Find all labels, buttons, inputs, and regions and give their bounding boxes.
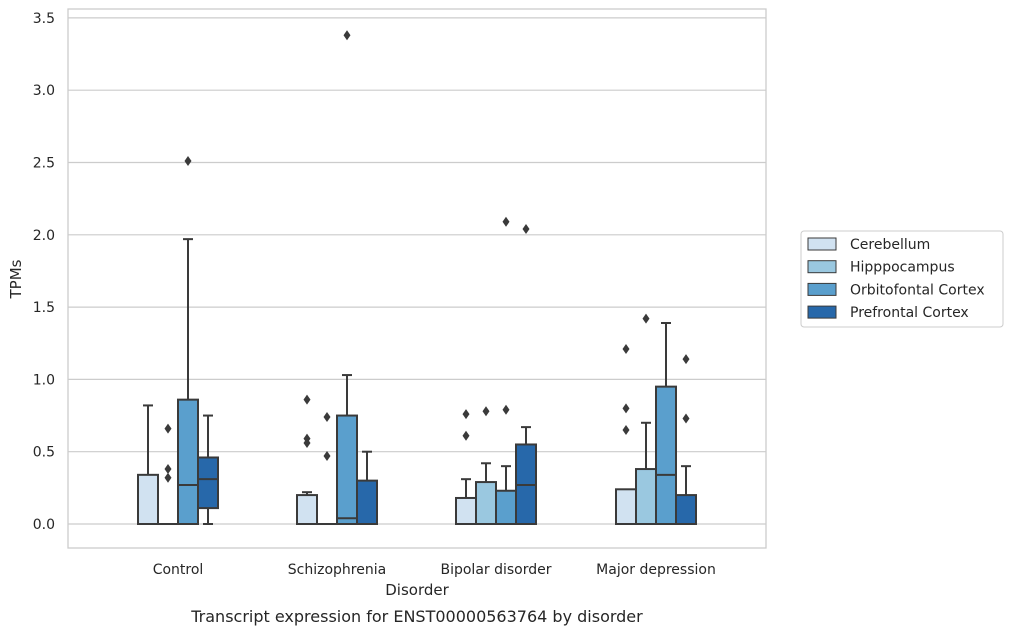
box-hipppocampus (635, 313, 657, 525)
box-cerebellum (615, 344, 637, 525)
box-body (675, 494, 697, 525)
outlier-point (462, 430, 470, 441)
box-body (197, 456, 219, 510)
y-axis-ticks: 0.0 0.5 1.0 1.5 2.0 2.5 3.0 3.5 (33, 11, 55, 533)
outlier-point (682, 413, 690, 424)
y-tick-label: 1.0 (33, 372, 55, 388)
box-body (615, 488, 637, 525)
box-body (137, 473, 159, 525)
legend: Cerebellum Hipppocampus Orbitofontal Corte… (800, 230, 1004, 328)
box-cerebellum (455, 409, 477, 525)
y-tick-label: 2.0 (33, 228, 55, 244)
legend-swatch (807, 260, 837, 274)
y-axis-title: TPMs (7, 259, 25, 299)
outlier-point (522, 224, 530, 235)
outlier-point (323, 451, 331, 462)
legend-label: Orbitofontal Cortex (850, 282, 985, 298)
y-tick-label: 1.5 (33, 300, 55, 316)
box-prefrontal-cortex (197, 414, 219, 525)
outlier-point (164, 423, 172, 434)
box-prefrontal-cortex (515, 224, 537, 525)
y-tick-label: 3.0 (33, 83, 55, 99)
box-body (336, 414, 358, 525)
box-body (296, 494, 318, 525)
x-tick-label: Schizophrenia (288, 562, 386, 578)
outlier-point (164, 464, 172, 475)
outlier-point (343, 30, 351, 41)
outlier-point (323, 411, 331, 422)
box-body (356, 479, 378, 525)
box-body (655, 385, 677, 525)
outlier-point (462, 409, 470, 420)
box-body (495, 489, 517, 526)
outlier-point (164, 472, 172, 483)
outlier-point (184, 156, 192, 167)
x-tick-label: Control (153, 562, 204, 578)
legend-swatch (807, 305, 837, 319)
y-tick-label: 2.5 (33, 156, 55, 172)
outlier-point (502, 216, 510, 227)
box-orbitofontal-cortex (177, 156, 199, 526)
x-tick-label: Bipolar disorder (440, 562, 551, 578)
outlier-point (622, 425, 630, 436)
box-prefrontal-cortex (356, 450, 378, 525)
outlier-point (303, 438, 311, 449)
box-body (475, 481, 497, 526)
x-axis-ticks: Control Schizophrenia Bipolar disorder Majo… (153, 562, 716, 578)
legend-label: Cerebellum (850, 237, 930, 253)
box-hipppocampus (157, 423, 179, 526)
outlier-point (622, 403, 630, 414)
outlier-point (303, 394, 311, 405)
y-tick-label: 0.0 (33, 517, 55, 533)
legend-swatch (807, 237, 837, 251)
box-cerebellum (296, 394, 318, 525)
y-tick-label: 3.5 (33, 11, 55, 27)
outlier-point (642, 313, 650, 324)
boxes (137, 30, 697, 526)
x-axis-title: Disorder (385, 581, 449, 599)
legend-swatch (807, 282, 837, 296)
box-orbitofontal-cortex (495, 216, 517, 526)
box-body (177, 398, 199, 526)
box-body (455, 496, 477, 525)
box-body (635, 468, 657, 525)
outlier-point (622, 344, 630, 355)
box-orbitofontal-cortex (655, 322, 677, 525)
chart-caption: Transcript expression for ENST0000056376… (190, 607, 643, 626)
box-hipppocampus (316, 411, 338, 526)
outlier-point (482, 406, 490, 417)
box-orbitofontal-cortex (336, 30, 358, 525)
plot-area (67, 8, 767, 549)
legend-items: Cerebellum Hipppocampus Orbitofontal Corte… (807, 237, 985, 321)
legend-label: Hipppocampus (850, 260, 955, 276)
legend-frame (800, 230, 1004, 328)
outlier-point (502, 404, 510, 415)
box-cerebellum (137, 404, 159, 525)
box-hipppocampus (475, 406, 497, 526)
outlier-point (682, 354, 690, 365)
y-tick-label: 0.5 (33, 445, 55, 461)
legend-label: Prefrontal Cortex (850, 305, 969, 321)
box-prefrontal-cortex (675, 354, 697, 525)
x-tick-label: Major depression (596, 562, 716, 578)
